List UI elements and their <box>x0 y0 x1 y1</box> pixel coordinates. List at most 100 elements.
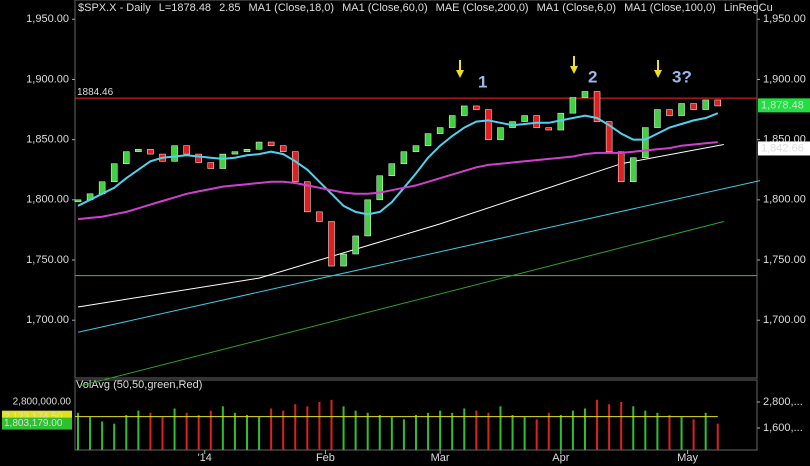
ma-line <box>77 141 718 221</box>
volume-bar <box>583 408 586 450</box>
volume-bar <box>77 412 79 450</box>
volume-bar <box>547 412 550 450</box>
candle <box>473 105 480 110</box>
annotation: 3? <box>672 67 692 86</box>
candle <box>714 99 722 107</box>
volume-bar <box>149 412 152 450</box>
y-tick-label: 1,950.00 <box>26 13 69 25</box>
candle <box>243 149 251 152</box>
price-box <box>758 98 810 113</box>
y-tick-label: 1,850.00 <box>26 134 69 146</box>
volume-bar <box>716 423 719 450</box>
candle <box>352 235 359 255</box>
candle <box>328 221 335 267</box>
y-tick-label: 1,750.00 <box>763 254 806 266</box>
price-panel <box>74 0 758 379</box>
volume-bar <box>354 410 357 450</box>
price-label: 1,878.48 <box>761 99 804 111</box>
candle <box>654 109 661 128</box>
volume-bar <box>330 399 333 450</box>
volume-bar <box>608 404 611 450</box>
candle <box>267 141 275 146</box>
x-tick-label: '14 <box>198 452 212 464</box>
candle <box>364 199 371 237</box>
candle <box>617 151 625 183</box>
header-text: $SPX.X - Daily <box>78 2 151 14</box>
volume-bar <box>620 402 623 450</box>
volume-bar <box>221 406 224 450</box>
volume-bar <box>294 404 297 450</box>
volume-bar <box>414 415 417 450</box>
volume-bar <box>692 419 695 450</box>
volume-bar <box>197 415 200 450</box>
candle <box>279 145 287 152</box>
candle <box>545 127 553 131</box>
candle <box>207 162 215 169</box>
candle <box>448 115 456 128</box>
volume-bar <box>511 415 514 450</box>
candle <box>110 163 118 183</box>
candle <box>436 127 444 134</box>
header-text: MA1 (Close,6,0) <box>537 2 616 14</box>
volume-bar <box>318 402 321 450</box>
volume-bar <box>161 417 164 450</box>
header-text: MA1 (Close,60,0) <box>342 2 428 14</box>
candle <box>135 149 142 152</box>
header-text: LinRegCu <box>724 2 773 14</box>
volume-bar <box>282 410 285 450</box>
volume-bar <box>523 417 526 450</box>
volume-bar <box>535 419 538 450</box>
candle <box>605 121 613 152</box>
candle <box>424 133 432 146</box>
volume-bar <box>270 408 273 450</box>
candle <box>497 127 504 140</box>
header-text: MA1 (Close,18,0) <box>248 2 334 14</box>
header-text: L=1878.48 <box>159 2 211 14</box>
volume-bar <box>245 415 248 450</box>
volume-bar <box>499 406 502 450</box>
header: $SPX.X - Daily L=1878.48 2.85 MA1 (Close,18… <box>78 2 773 14</box>
volume-bar <box>559 415 562 450</box>
candle <box>376 175 384 201</box>
annotation: 1 <box>478 72 487 91</box>
last-label: 1,803,179.00 <box>4 418 63 429</box>
volume-bar <box>390 417 393 450</box>
candle <box>304 181 311 213</box>
candle <box>461 105 468 116</box>
last-box <box>2 417 72 430</box>
candle <box>593 91 601 122</box>
y-tick-label: 1,800.00 <box>763 194 806 206</box>
candle <box>183 145 190 155</box>
volume-bar <box>233 412 236 450</box>
volume-bar <box>402 419 405 450</box>
candle <box>123 151 130 164</box>
volume-bar <box>463 408 466 450</box>
candle <box>400 151 408 164</box>
level-label: 1884.46 <box>77 87 114 98</box>
volume-bar <box>427 412 430 450</box>
candle <box>533 115 540 128</box>
volume-bar <box>644 410 647 450</box>
y-tick-label: 1,900.00 <box>763 73 806 85</box>
volume-bar <box>571 410 574 450</box>
y-tick-label: 1,600,... <box>763 422 803 434</box>
volume-bar <box>475 410 478 450</box>
annotation: 2 <box>588 67 597 86</box>
avg-label: 2,123,174.50 <box>4 411 63 422</box>
header-text: MAE (Close,200,0) <box>436 2 529 14</box>
volume-bar <box>173 408 176 450</box>
volume-bar <box>596 399 599 450</box>
volume-bar <box>137 410 140 450</box>
candle <box>255 141 263 150</box>
trend-line <box>77 221 724 387</box>
y-tick-label: 1,700.00 <box>763 314 806 326</box>
candle <box>678 103 685 116</box>
candle <box>485 109 492 140</box>
candle <box>195 153 202 163</box>
candle <box>581 91 589 98</box>
candle <box>412 145 420 152</box>
candle <box>388 163 396 177</box>
candle <box>316 211 323 222</box>
y-tick-label: 1,800.00 <box>26 194 69 206</box>
